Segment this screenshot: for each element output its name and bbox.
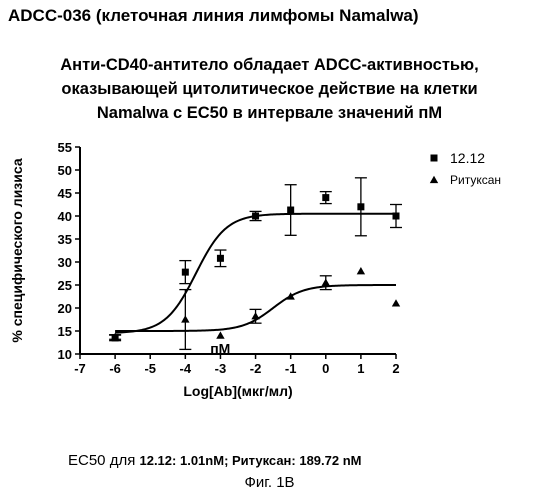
point-series1: [252, 213, 259, 220]
x-tick-label: -7: [74, 361, 86, 376]
y-tick-label: 10: [58, 347, 72, 362]
point-series2: [392, 299, 400, 306]
data-points: [109, 178, 402, 350]
x-tick-label: -1: [285, 361, 297, 376]
point-series1: [357, 203, 364, 210]
ec50-series2-value: 189.72: [296, 453, 343, 468]
x-tick-label: -3: [215, 361, 227, 376]
y-tick-label: 25: [58, 278, 72, 293]
ec50-separator: ;: [224, 453, 232, 468]
legend-marker-1: [431, 155, 438, 162]
ec50-series1-name: 12.12:: [139, 453, 176, 468]
figure-caption: Фиг. 1В: [0, 474, 539, 491]
x-tick-label: -6: [109, 361, 121, 376]
point-series2: [251, 312, 259, 319]
y-tick-label: 45: [58, 186, 72, 201]
point-series1: [322, 194, 329, 201]
point-series2: [286, 292, 294, 299]
ec50-unit-2: nM: [343, 453, 362, 468]
x-tick-label: -2: [250, 361, 262, 376]
x-tick-label: 2: [392, 361, 399, 376]
point-series1: [217, 255, 224, 262]
y-tick-label: 20: [58, 301, 72, 316]
y-tick-label: 35: [58, 232, 72, 247]
x-tick-label: -4: [180, 361, 192, 376]
point-series1: [287, 207, 294, 214]
point-series2: [357, 267, 365, 274]
legend-marker-2: [430, 176, 438, 183]
y-tick-label: 15: [58, 324, 72, 339]
point-series1: [393, 213, 400, 220]
dose-response-chart: 10 15 20 25 30 35 40 45 50 55 -7 -6 -5 -4 -3 -2 -1 0 1 2 12…: [0, 0, 539, 450]
y-tick-label: 50: [58, 163, 72, 178]
ec50-prefix: EC50 для: [68, 452, 139, 469]
y-axis-label: % специфического лизиса: [9, 158, 25, 342]
point-series1: [182, 269, 189, 276]
point-series2: [181, 315, 189, 322]
ec50-summary: EC50 для 12.12: 1.01nM; Ритуксан: 189.72…: [68, 452, 362, 469]
legend-label-1: 12.12: [450, 150, 485, 166]
legend-label-2: Ритуксан: [450, 173, 501, 187]
x-tick-label: 0: [322, 361, 329, 376]
ec50-unit-1: nM: [205, 453, 224, 468]
y-tick-label: 55: [58, 140, 72, 155]
ec50-series1-value: 1.01: [176, 453, 205, 468]
x-tick-label: -5: [144, 361, 156, 376]
x-axis-label: Log[Ab](мкг/мл): [183, 383, 292, 399]
point-series2: [216, 331, 224, 338]
point-series2: [322, 279, 330, 286]
y-tick-label: 40: [58, 209, 72, 224]
y-tick-label: 30: [58, 255, 72, 270]
annotation-pm: пМ: [210, 340, 230, 356]
ec50-series2-name: Ритуксан:: [232, 453, 296, 468]
legend: 12.12 Ритуксан: [430, 150, 501, 187]
x-tick-label: 1: [357, 361, 364, 376]
